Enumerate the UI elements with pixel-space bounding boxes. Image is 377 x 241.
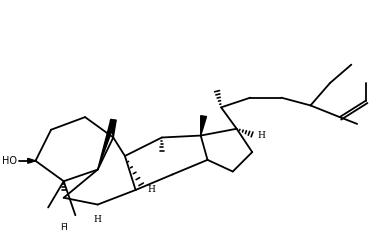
Text: H̄: H̄ <box>60 223 67 232</box>
Text: H: H <box>147 186 155 194</box>
Polygon shape <box>110 120 116 138</box>
Text: H: H <box>257 131 265 140</box>
Polygon shape <box>98 119 116 170</box>
Polygon shape <box>28 158 35 163</box>
Text: H: H <box>94 215 102 224</box>
Polygon shape <box>201 116 207 135</box>
Text: HO: HO <box>2 156 17 166</box>
